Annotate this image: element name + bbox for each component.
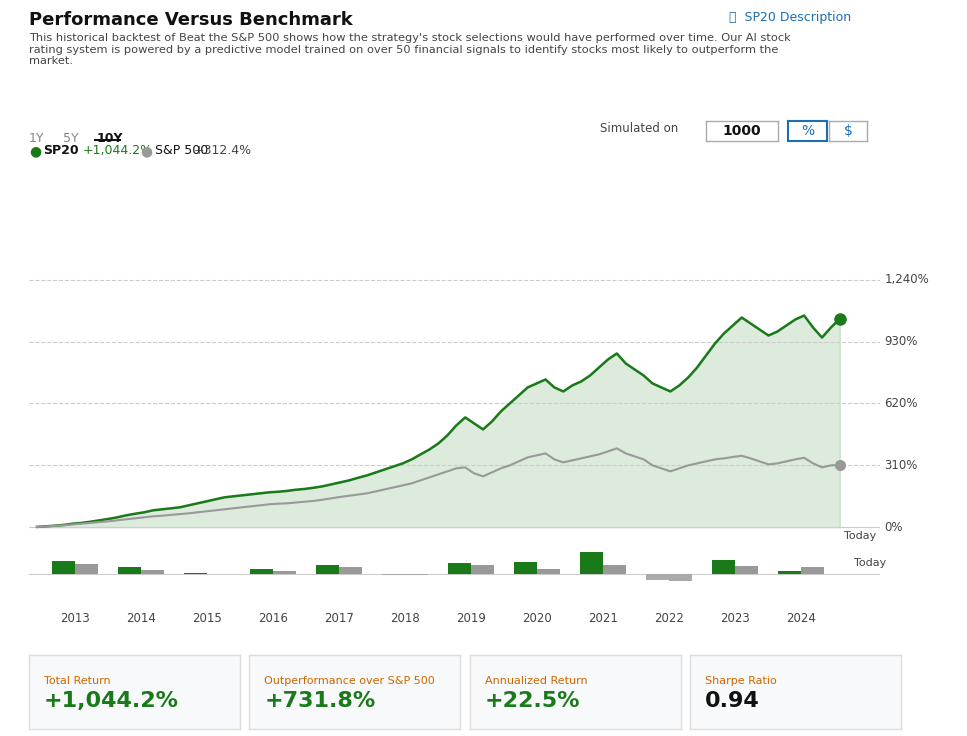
Bar (250, 569, 273, 574)
Bar (513, 562, 537, 574)
Text: This historical backtest of Beat the S&P 500 shows how the strategy's stock sele: This historical backtest of Beat the S&P… (29, 33, 791, 66)
Bar (75, 564, 99, 574)
Text: +22.5%: +22.5% (484, 690, 580, 711)
Text: ⓘ  SP20 Description: ⓘ SP20 Description (729, 11, 851, 24)
Text: SP20: SP20 (44, 144, 79, 158)
Bar (777, 570, 801, 574)
Bar (669, 574, 692, 581)
Text: 5Y: 5Y (63, 132, 78, 146)
Bar (646, 574, 669, 580)
Bar (537, 569, 560, 574)
Bar (602, 565, 626, 574)
Text: +1,044.2%: +1,044.2% (44, 690, 179, 711)
Text: ●: ● (140, 144, 153, 158)
Bar (735, 566, 758, 574)
Text: 0.94: 0.94 (705, 690, 760, 711)
Text: Sharpe Ratio: Sharpe Ratio (705, 676, 777, 686)
Text: Annualized Return: Annualized Return (484, 676, 587, 686)
Bar (405, 574, 428, 576)
Bar (580, 552, 602, 574)
Bar (471, 565, 494, 574)
Bar (141, 570, 164, 574)
Text: S&P 500: S&P 500 (155, 144, 208, 158)
Bar (273, 570, 296, 574)
Text: 0%: 0% (884, 521, 903, 534)
Bar (712, 560, 735, 574)
Bar (118, 567, 141, 574)
Text: ●: ● (29, 144, 42, 158)
Text: Simulated on: Simulated on (600, 122, 678, 135)
Bar (801, 567, 824, 574)
Text: +1,044.2%: +1,044.2% (82, 144, 153, 158)
Text: 1,240%: 1,240% (884, 273, 929, 286)
Text: 620%: 620% (884, 397, 918, 410)
Text: 10Y: 10Y (97, 132, 123, 146)
Text: 930%: 930% (884, 335, 918, 348)
Text: 310%: 310% (884, 459, 918, 472)
Text: Total Return: Total Return (44, 676, 110, 686)
Bar (316, 565, 339, 574)
Text: Today: Today (844, 531, 876, 541)
Bar (339, 567, 362, 574)
Bar (52, 561, 75, 574)
Bar (448, 563, 471, 574)
Text: +312.4%: +312.4% (193, 144, 251, 158)
Text: 1000: 1000 (723, 124, 761, 138)
Text: Performance Versus Benchmark: Performance Versus Benchmark (29, 11, 353, 29)
Text: %: % (801, 124, 814, 138)
Text: +731.8%: +731.8% (264, 690, 375, 711)
Text: Today: Today (854, 558, 886, 568)
Text: 1Y: 1Y (29, 132, 44, 146)
Text: Outperformance over S&P 500: Outperformance over S&P 500 (264, 676, 435, 686)
Text: $: $ (843, 124, 853, 138)
